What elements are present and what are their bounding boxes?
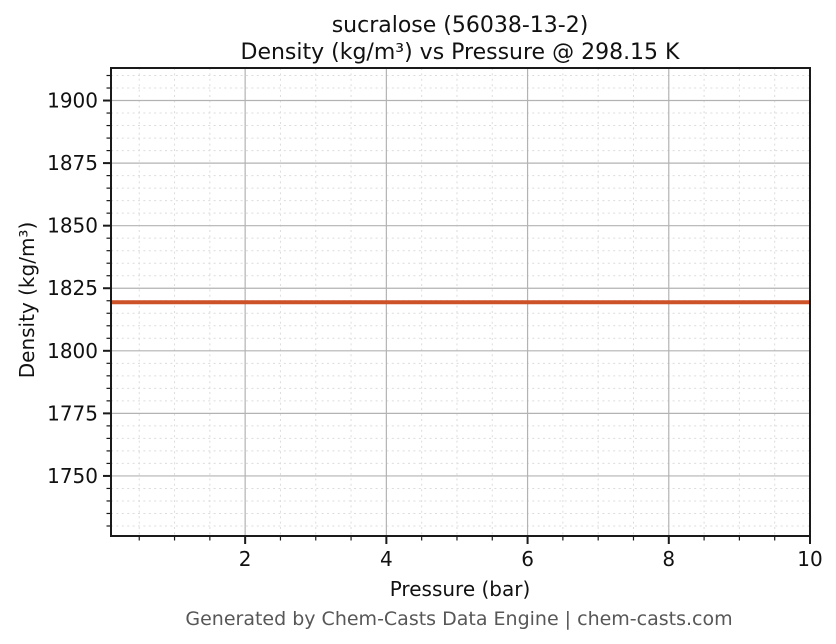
y-tick-label: 1775 [47,401,98,425]
y-tick-label: 1900 [47,89,98,113]
x-tick-label: 10 [797,547,822,571]
x-axis-label: Pressure (bar) [389,577,531,601]
y-tick-label: 1875 [47,151,98,175]
chart-title: sucralose (56038-13-2) Density (kg/m³) v… [241,12,680,66]
axes-layer [103,67,811,544]
y-tick-label: 1825 [47,276,98,300]
x-tick-label: 4 [380,547,393,571]
plot-border [110,67,811,537]
footer-credit: Generated by Chem-Casts Data Engine | ch… [185,608,733,630]
x-tick-label: 8 [662,547,675,571]
x-tick-label: 2 [239,547,252,571]
y-axis-label: Density (kg/m³) [15,221,39,379]
chart-title-line2: Density (kg/m³) vs Pressure @ 298.15 K [240,40,680,65]
y-tick-label: 1750 [47,464,98,488]
chart-title-line1: sucralose (56038-13-2) [331,13,589,38]
tick-labels: 2 4 6 8 10 1750 1775 1800 1825 1850 1875 1900 [47,89,823,571]
y-tick-label: 1800 [47,339,98,363]
y-tick-label: 1850 [47,214,98,238]
x-tick-label: 6 [521,547,534,571]
